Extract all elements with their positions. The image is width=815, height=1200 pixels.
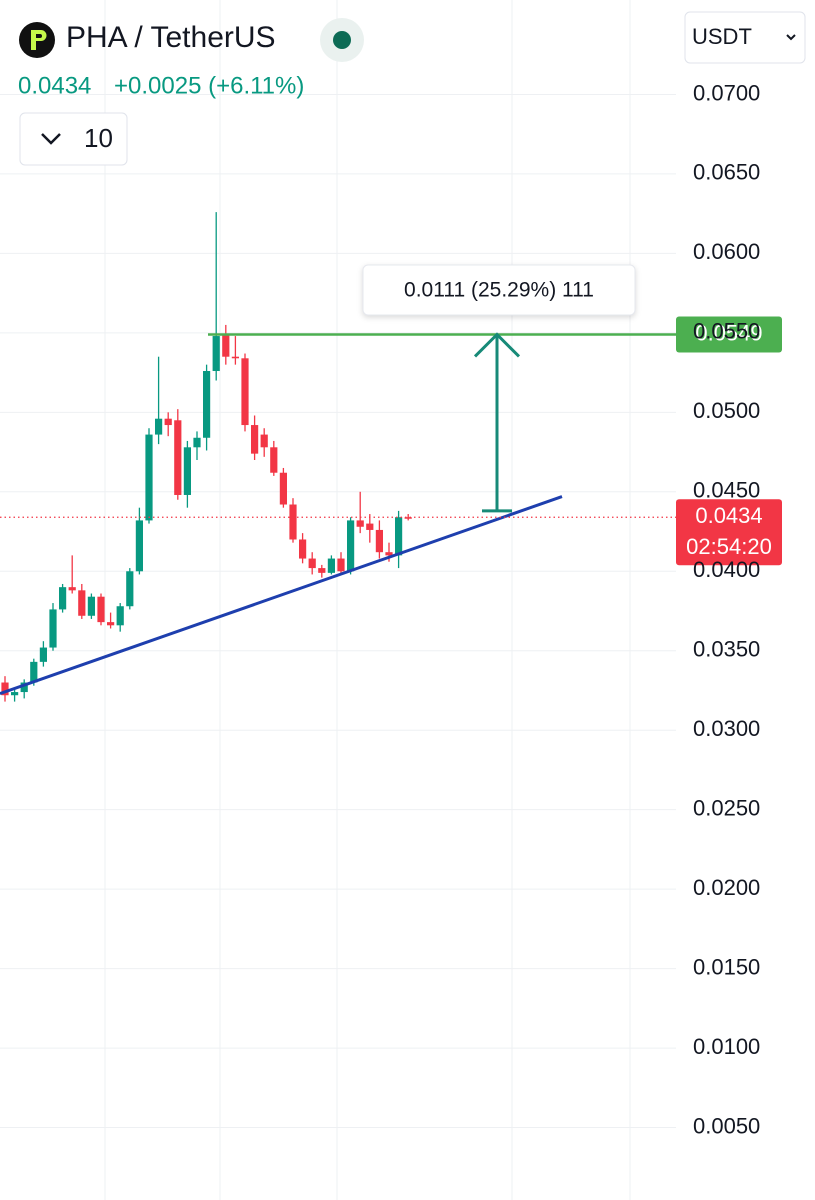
candle-body [20, 682, 28, 693]
y-tick-label: 0.0700 [693, 80, 760, 105]
y-tick-label: 0.0100 [693, 1034, 760, 1059]
status-dot [333, 31, 351, 49]
candle-body [174, 420, 182, 495]
candle-body [155, 418, 163, 435]
marks [1, 212, 412, 702]
candle-body [49, 609, 57, 648]
chevron [786, 34, 796, 41]
candle-body [222, 334, 230, 357]
candle-body [308, 558, 316, 569]
countdown: 02:54:20 [686, 534, 772, 559]
candle-body [375, 529, 383, 553]
trendline [0, 495, 563, 696]
candle-body [385, 552, 393, 556]
candle-body [356, 520, 364, 527]
last-price: 0.0434 [18, 72, 91, 99]
grid [0, 93, 676, 1129]
candle-body [30, 661, 38, 683]
candle-body [337, 558, 345, 572]
candle-body [11, 692, 19, 696]
level-label-bg [676, 316, 782, 353]
candle-body [107, 622, 115, 626]
candle-body [327, 558, 335, 573]
candle-body [203, 371, 211, 438]
candle-body [116, 606, 124, 626]
candle-body [241, 358, 249, 426]
y-tick-label: 0.0200 [693, 875, 760, 900]
candle-body [87, 596, 95, 616]
y-tick-label: 0.0400 [693, 557, 760, 582]
chevron [41, 133, 61, 145]
currency-dropdown[interactable] [684, 11, 806, 64]
candle-body [395, 517, 403, 556]
candle-body [251, 425, 259, 454]
y-tick-label: 0.0550 [693, 319, 760, 344]
candle-body [39, 647, 47, 662]
y-tick-label: 0.0650 [693, 160, 760, 185]
y-tick-label: 0.0600 [693, 239, 760, 264]
candle-body [193, 437, 201, 448]
y-tick-label: 0.0350 [693, 637, 760, 662]
candle-body [347, 520, 355, 572]
measure-label: 0.0111 (25.29%) 111 [404, 279, 594, 302]
vertical-grid [104, 0, 631, 1200]
candle-body [270, 447, 278, 473]
candle-body [97, 596, 105, 623]
candle-body [145, 434, 153, 521]
candle-body [164, 418, 172, 426]
candle-body [318, 568, 326, 573]
candle-body [126, 571, 134, 607]
measure-arrow [473, 332, 521, 358]
measure-label-bg [362, 264, 636, 316]
currency-label: USDT [692, 24, 752, 49]
candle-body [231, 356, 239, 359]
interval-label: 10 [84, 123, 113, 153]
y-tick-label: 0.0150 [693, 954, 760, 979]
y-tick-label: 0.0450 [693, 478, 760, 503]
candle-body [299, 539, 307, 559]
candle-body [1, 682, 9, 696]
candle-body [289, 504, 297, 540]
overlay: 0.0549 0.0111 (25.29%) 111 0.0434 02:54:20 [0, 264, 782, 696]
price-change: +0.0025 (+6.11%) [114, 72, 304, 99]
y-tick-label: 0.0300 [693, 716, 760, 741]
price-label: 0.0434 [695, 503, 762, 528]
candle-body [68, 587, 76, 591]
candle-body [279, 472, 287, 505]
level-label: 0.0549 [695, 320, 762, 345]
y-tick-label: 0.0250 [693, 795, 760, 820]
y-tick-label: 0.0500 [693, 398, 760, 423]
symbol-title: PHA / TetherUS [66, 21, 276, 54]
price-label-bg [676, 499, 782, 566]
logo-glyph [31, 30, 47, 50]
candle-body [366, 523, 374, 530]
candle-body [404, 517, 412, 519]
candle-body [135, 520, 143, 572]
y-tick-label: 0.0050 [693, 1113, 760, 1138]
candle-body [59, 587, 67, 610]
candle-body [78, 590, 86, 616]
candle-body [260, 434, 268, 448]
candle-body [183, 447, 191, 495]
interval-dropdown[interactable] [19, 112, 128, 166]
candle-body [212, 336, 220, 372]
